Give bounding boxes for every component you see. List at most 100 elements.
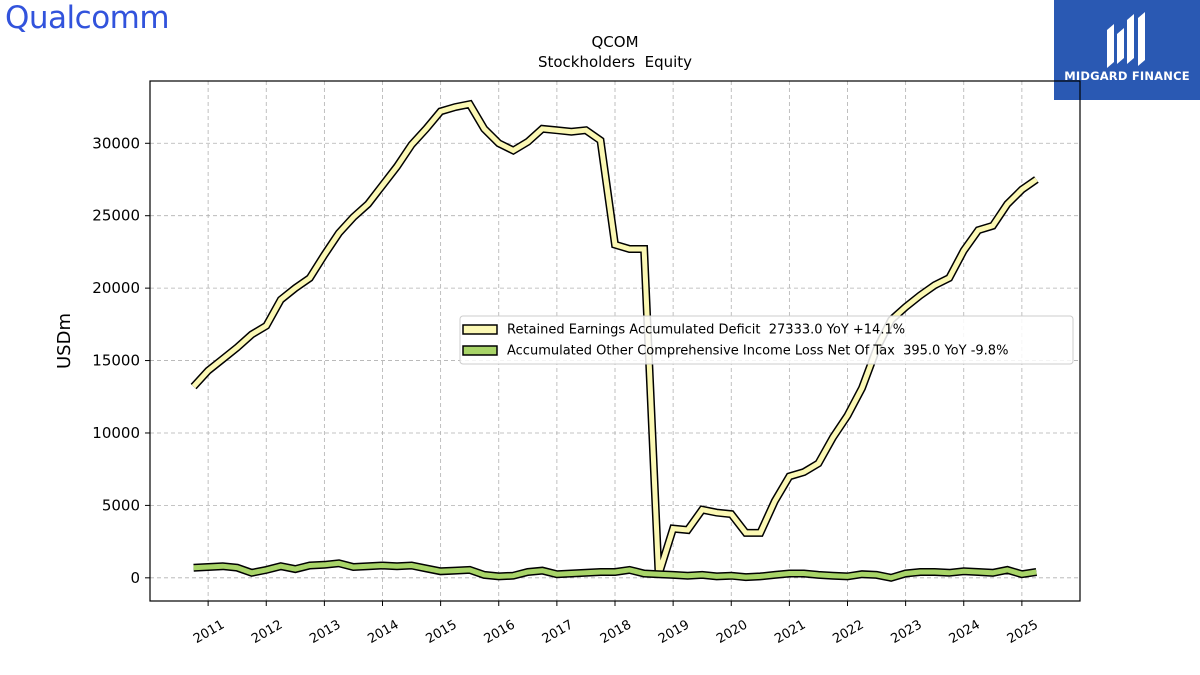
data-point xyxy=(803,573,804,574)
data-point xyxy=(702,574,703,575)
data-point xyxy=(862,574,863,575)
x-tick-label: 2024 xyxy=(947,617,983,647)
data-point xyxy=(949,572,950,573)
series-line xyxy=(193,560,1037,581)
plot-frame xyxy=(149,80,1081,602)
data-point xyxy=(251,572,252,573)
data-point xyxy=(978,230,979,231)
y-tick-label: 5000 xyxy=(102,496,140,514)
data-point xyxy=(426,128,427,129)
data-point xyxy=(295,288,296,289)
data-point xyxy=(687,575,688,576)
data-point xyxy=(934,285,935,286)
data-point xyxy=(338,563,339,564)
data-point xyxy=(774,501,775,502)
data-point xyxy=(324,564,325,565)
data-point xyxy=(368,566,369,567)
y-tick-label: 10000 xyxy=(92,424,140,442)
y-tick-label: 20000 xyxy=(92,279,140,297)
data-point xyxy=(469,569,470,570)
legend-label: Accumulated Other Comprehensive Income L… xyxy=(507,344,1008,359)
qualcomm-logo: Qualcomm xyxy=(5,0,170,36)
data-point xyxy=(484,574,485,575)
data-point xyxy=(862,388,863,389)
data-point xyxy=(818,463,819,464)
x-tick-label: 2020 xyxy=(714,617,750,647)
y-tick-label: 25000 xyxy=(92,207,140,225)
data-point xyxy=(600,140,601,141)
data-point xyxy=(571,131,572,132)
data-point xyxy=(542,128,543,129)
data-point xyxy=(309,278,310,279)
legend: Retained Earnings Accumulated Deficit 27… xyxy=(459,315,1074,365)
data-point xyxy=(992,225,993,226)
data-point xyxy=(963,250,964,251)
data-point xyxy=(222,359,223,360)
data-point xyxy=(992,572,993,573)
data-point xyxy=(891,577,892,578)
data-point xyxy=(498,576,499,577)
data-point xyxy=(716,576,717,577)
data-point xyxy=(1007,569,1008,570)
data-point xyxy=(920,572,921,573)
midgard-finance-logo: MIDGARD FINANCE xyxy=(1054,0,1200,100)
data-point xyxy=(615,244,616,245)
data-point xyxy=(905,573,906,574)
legend-box xyxy=(459,315,1074,365)
data-point xyxy=(237,567,238,568)
data-point xyxy=(847,576,848,577)
legend-swatch xyxy=(462,345,498,356)
data-point xyxy=(920,295,921,296)
x-tick-label: 2023 xyxy=(888,617,924,647)
data-point xyxy=(833,575,834,576)
data-point xyxy=(324,254,325,255)
data-point xyxy=(382,565,383,566)
data-point xyxy=(440,111,441,112)
data-point xyxy=(193,386,194,387)
data-point xyxy=(905,307,906,308)
x-tick-label: 2015 xyxy=(423,617,459,647)
data-point xyxy=(353,217,354,218)
x-tick-label: 2011 xyxy=(191,617,227,647)
legend-label: Retained Earnings Accumulated Deficit 27… xyxy=(507,323,905,338)
data-point xyxy=(789,476,790,477)
data-point xyxy=(527,141,528,142)
x-axis-ticks: 2011 2012 2013 2014 2015 2016 2017 2018 2019 2020… xyxy=(191,601,1041,647)
data-point xyxy=(847,415,848,416)
data-point xyxy=(731,575,732,576)
data-point xyxy=(585,130,586,131)
data-point xyxy=(818,574,819,575)
midgard-emblem-icon xyxy=(1107,12,1145,68)
data-point xyxy=(353,567,354,568)
y-tick-label: 30000 xyxy=(92,134,140,152)
data-point xyxy=(1021,189,1022,190)
data-point xyxy=(527,572,528,573)
data-point xyxy=(309,565,310,566)
data-point xyxy=(513,575,514,576)
data-point xyxy=(280,566,281,567)
x-tick-label: 2019 xyxy=(656,617,692,647)
data-point xyxy=(513,150,514,151)
chart-subtitle: Stockholders Equity xyxy=(538,53,692,71)
data-point xyxy=(702,509,703,510)
data-point xyxy=(949,278,950,279)
data-point xyxy=(440,571,441,572)
data-point xyxy=(1036,179,1037,180)
x-tick-label: 2021 xyxy=(772,617,808,647)
data-point xyxy=(411,565,412,566)
data-point xyxy=(426,568,427,569)
data-point xyxy=(745,532,746,533)
publisher-name: MIDGARD FINANCE xyxy=(1064,69,1190,83)
data-point xyxy=(745,577,746,578)
data-point xyxy=(411,144,412,145)
x-tick-label: 2014 xyxy=(365,617,401,647)
data-point xyxy=(760,532,761,533)
data-point xyxy=(1036,572,1037,573)
data-point xyxy=(542,570,543,571)
x-tick-label: 2022 xyxy=(830,617,866,647)
x-tick-label: 2025 xyxy=(1005,617,1041,647)
y-axis-ticks: 0 5000 10000 15000 20000 25000 30000 xyxy=(92,134,150,587)
data-point xyxy=(600,572,601,573)
data-point xyxy=(731,514,732,515)
data-point xyxy=(295,569,296,570)
